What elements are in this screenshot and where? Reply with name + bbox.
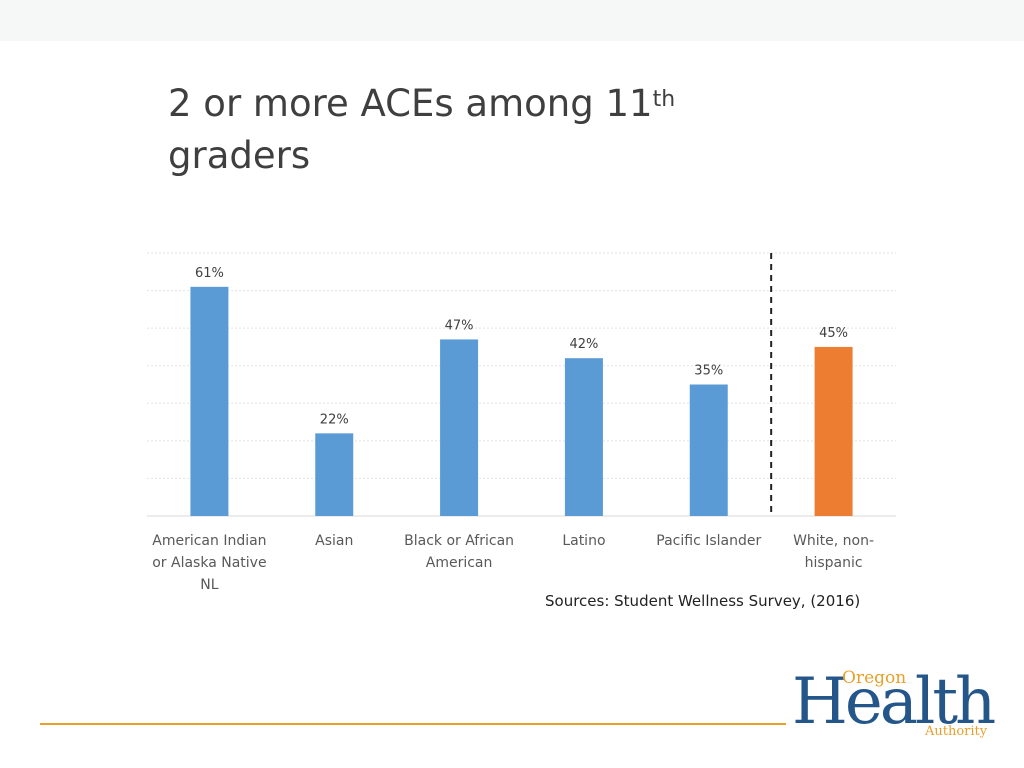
category-label: American Indian or Alaska Native NL (152, 533, 266, 593)
bar (564, 358, 603, 516)
title-superscript: th (652, 87, 676, 112)
bars (190, 286, 853, 516)
chart-panel (104, 41, 926, 655)
category-label: Latino (562, 533, 605, 549)
bar (689, 384, 728, 516)
category-label: Black or African American (404, 533, 514, 571)
category-label: Asian (315, 533, 353, 549)
logo-bottom-word: Authority (925, 724, 988, 739)
gridlines (147, 252, 896, 517)
category-label: White, non-hispanic (793, 533, 874, 571)
data-label: 45% (819, 326, 848, 341)
data-label: 47% (445, 318, 474, 333)
category-labels: American Indian or Alaska Native NL Asian Bl… (152, 533, 874, 593)
data-label: 35% (694, 364, 723, 379)
source-note: Sources: Student Wellness Survey, (2016) (545, 592, 861, 610)
value-labels: 61% 22% 47% 42% 35% 45% (195, 266, 848, 428)
category-label: Pacific Islander (656, 533, 761, 549)
logo-main-word: Health (792, 665, 996, 739)
bar (315, 433, 354, 516)
data-label: 42% (569, 337, 598, 352)
title-main: 2 or more ACEs among 11 (168, 82, 653, 125)
footer-rule (40, 723, 786, 725)
bar (814, 346, 853, 516)
slide-title: 2 or more ACEs among 11th graders (168, 78, 788, 182)
bar (190, 286, 229, 516)
logo-top-word: Oregon (842, 668, 907, 688)
bar (440, 339, 479, 516)
data-label: 22% (320, 412, 349, 427)
oregon-health-authority-logo: Health Oregon Authority (792, 664, 1002, 744)
title-line-2: graders (168, 134, 311, 177)
data-label: 61% (195, 266, 224, 281)
